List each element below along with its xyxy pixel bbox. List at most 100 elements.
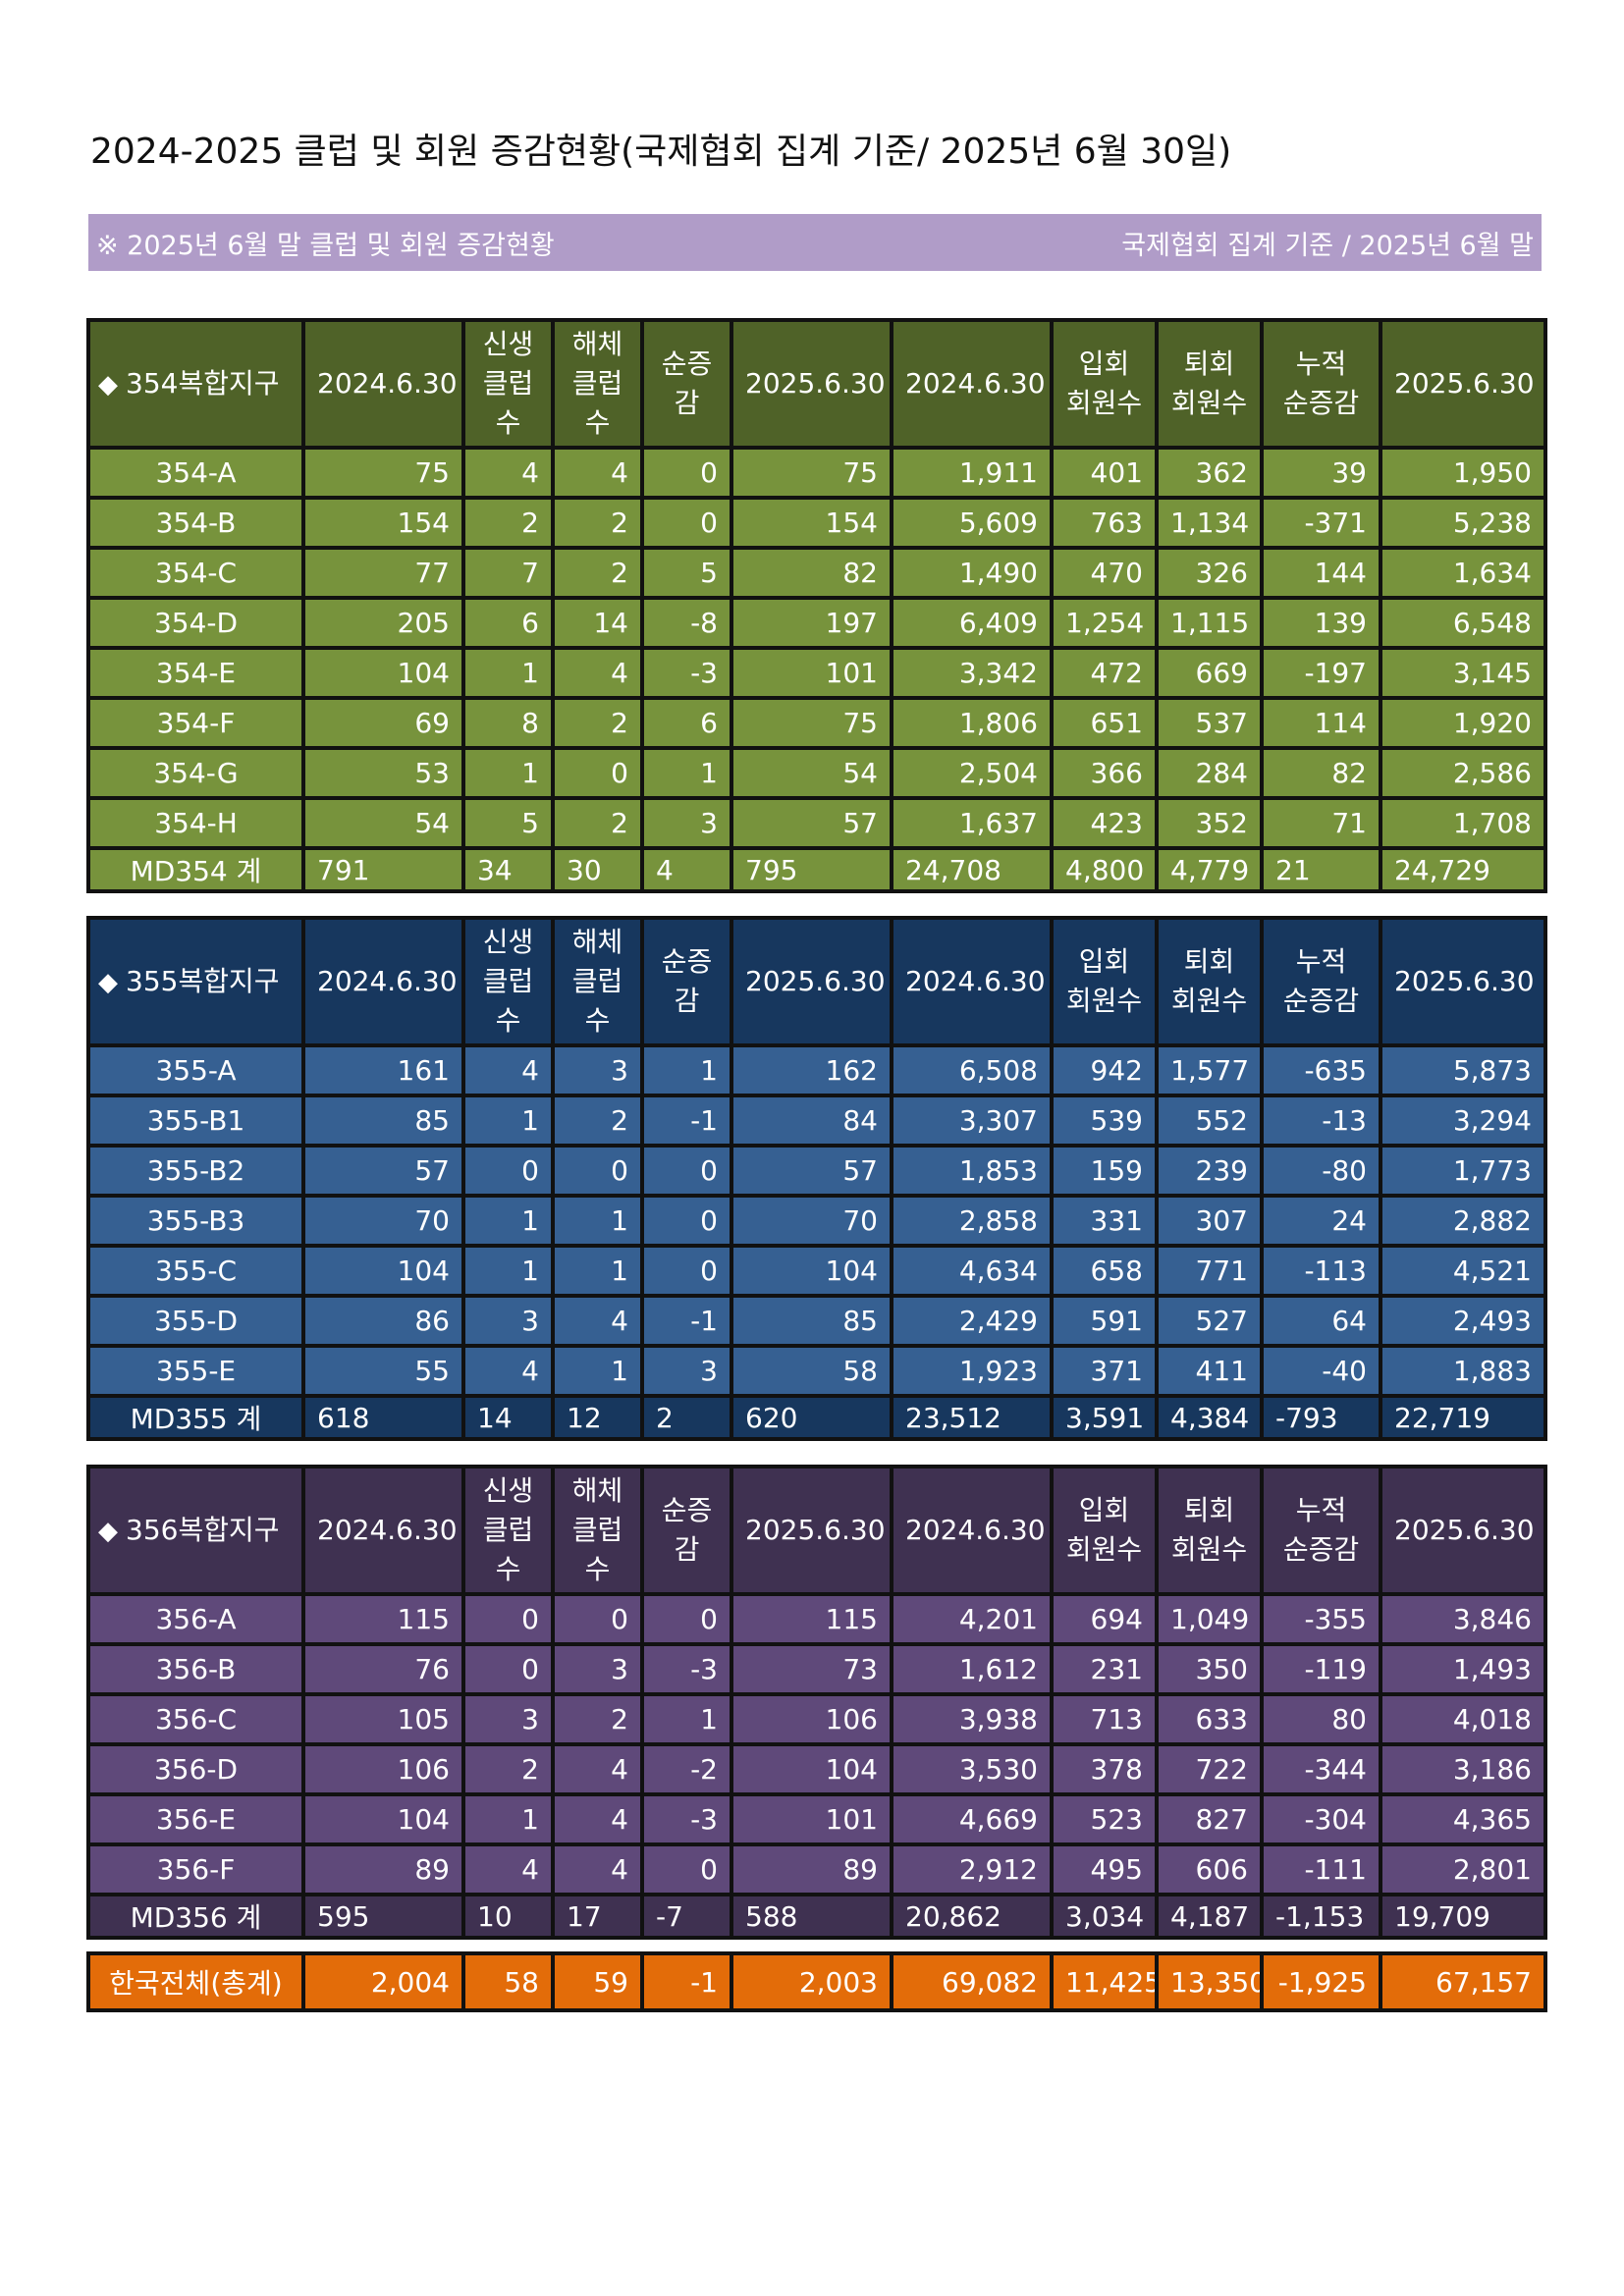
cell-club-net-change: 0: [640, 1194, 733, 1248]
cell-joined-members: 539: [1050, 1094, 1159, 1148]
cell-joined-members: 401: [1050, 446, 1159, 500]
header-members-2025: 2025.6.30: [1379, 916, 1547, 1047]
cell-club-net-change: 6: [640, 696, 733, 750]
cell-joined-members: 423: [1050, 796, 1159, 850]
cell-cumulative-net: -344: [1260, 1742, 1382, 1796]
cell-left-members: 771: [1155, 1244, 1264, 1298]
table-row: 355-C 104 1 1 0 104 4,634 658 771 -113 4,521: [86, 1244, 1547, 1298]
header-clubs-2024: 2024.6.30: [301, 916, 465, 1047]
header-clubs-2024: 2024.6.30: [301, 1465, 465, 1596]
cell-dissolved-clubs: 4: [551, 1294, 644, 1348]
cell-club-net-change: -3: [640, 1792, 733, 1846]
cell-members-2024: 2,912: [890, 1842, 1054, 1896]
cell-clubs-2024: 85: [301, 1094, 465, 1148]
cell-members-2025: 2,493: [1379, 1294, 1547, 1348]
cell-left-members: 1,134: [1155, 496, 1264, 550]
table-row: 354-E 104 1 4 -3 101 3,342 472 669 -197 3,145: [86, 646, 1547, 700]
cell-joined-members: 231: [1050, 1642, 1159, 1696]
cell-new-clubs: 3: [461, 1692, 555, 1746]
table-row: 354-G 53 1 0 1 54 2,504 366 284 82 2,586: [86, 746, 1547, 800]
cell-dissolved-clubs: 2: [551, 1692, 644, 1746]
cell-clubs-2024: 55: [301, 1344, 465, 1398]
cell-joined-members: 694: [1050, 1592, 1159, 1646]
cell-clubs-2024: 161: [301, 1043, 465, 1097]
table-row: 356-C 105 3 2 1 106 3,938 713 633 80 4,018: [86, 1692, 1547, 1746]
cell-clubs-2024: 76: [301, 1642, 465, 1696]
cell-club-net-change: 1: [640, 1692, 733, 1746]
cell-club-net-change: 0: [640, 446, 733, 500]
header-club-net-change: 순증 감: [640, 1465, 733, 1596]
cell-club-net-change: -2: [640, 1742, 733, 1796]
cell-district: MD355 계: [86, 1394, 305, 1441]
cell-clubs-2024: 104: [301, 1792, 465, 1846]
cell-cumulative-net: 21: [1260, 846, 1382, 893]
cell-cumulative-net: -119: [1260, 1642, 1382, 1696]
cell-clubs-2024: 105: [301, 1692, 465, 1746]
header-joined-members: 입회 회원수: [1050, 318, 1159, 450]
cell-new-clubs: 14: [461, 1394, 555, 1441]
cell-joined-members: 942: [1050, 1043, 1159, 1097]
cell-district: 356-F: [86, 1842, 305, 1896]
header-joined-members: 입회 회원수: [1050, 916, 1159, 1047]
cell-dissolved-clubs: 2: [551, 546, 644, 600]
cell-members-2025: 2,882: [1379, 1194, 1547, 1248]
cell-members-2025: 3,294: [1379, 1094, 1547, 1148]
cell-club-net-change: 1: [640, 746, 733, 800]
cell-members-2024: 2,429: [890, 1294, 1054, 1348]
cell-clubs-2025: 57: [730, 796, 893, 850]
table-row: 355-B3 70 1 1 0 70 2,858 331 307 24 2,882: [86, 1194, 1547, 1248]
cell-new-clubs: 1: [461, 646, 555, 700]
cell-clubs-2024: 89: [301, 1842, 465, 1896]
cell-new-clubs: 6: [461, 596, 555, 650]
cell-left-members: 326: [1155, 546, 1264, 600]
cell-dissolved-clubs: 4: [551, 446, 644, 500]
cell-clubs-2024: 53: [301, 746, 465, 800]
cell-cumulative-net: -113: [1260, 1244, 1382, 1298]
cell-clubs-2025: 101: [730, 646, 893, 700]
cell-clubs-2024: 104: [301, 646, 465, 700]
table-header-row: ◆ 355복합지구 2024.6.30 신생 클럽 수 해체 클럽 수 순증 감 2025.6.30 2…: [86, 916, 1547, 1047]
cell-clubs-2025: 106: [730, 1692, 893, 1746]
cell-left-members: 307: [1155, 1194, 1264, 1248]
cell-dissolved-clubs: 0: [551, 1144, 644, 1198]
district-table-354: ◆ 354복합지구 2024.6.30 신생 클럽 수 해체 클럽 수 순증 감 2025.6.30 2…: [86, 318, 1547, 893]
cell-new-clubs: 10: [461, 1893, 555, 1940]
header-dissolved-clubs: 해체 클럽 수: [551, 318, 644, 450]
cell-members-2024: 3,342: [890, 646, 1054, 700]
cell-club-net-change: 0: [640, 1842, 733, 1896]
cell-cumulative-net: -1,925: [1260, 1951, 1382, 2012]
cell-cumulative-net: -80: [1260, 1144, 1382, 1198]
cell-cumulative-net: 64: [1260, 1294, 1382, 1348]
cell-dissolved-clubs: 3: [551, 1642, 644, 1696]
diamond-icon: ◆: [98, 369, 118, 400]
cell-clubs-2025: 75: [730, 696, 893, 750]
cell-clubs-2024: 57: [301, 1144, 465, 1198]
cell-club-net-change: -1: [640, 1094, 733, 1148]
cell-left-members: 722: [1155, 1742, 1264, 1796]
cell-new-clubs: 8: [461, 696, 555, 750]
cell-clubs-2025: 101: [730, 1792, 893, 1846]
cell-dissolved-clubs: 4: [551, 1742, 644, 1796]
cell-members-2025: 2,801: [1379, 1842, 1547, 1896]
cell-dissolved-clubs: 0: [551, 746, 644, 800]
cell-members-2024: 3,530: [890, 1742, 1054, 1796]
district-header-name: ◆ 356복합지구: [86, 1465, 305, 1596]
cell-left-members: 1,577: [1155, 1043, 1264, 1097]
cell-new-clubs: 58: [461, 1951, 555, 2012]
cell-members-2025: 1,920: [1379, 696, 1547, 750]
cell-dissolved-clubs: 0: [551, 1592, 644, 1646]
cell-clubs-2025: 89: [730, 1842, 893, 1896]
subheader-bar: ※ 2025년 6월 말 클럽 및 회원 증감현황 국제협회 집계 기준 / 2…: [88, 214, 1542, 271]
cell-clubs-2025: 588: [730, 1893, 893, 1940]
cell-clubs-2024: 69: [301, 696, 465, 750]
cell-club-net-change: 1: [640, 1043, 733, 1097]
cell-members-2025: 3,145: [1379, 646, 1547, 700]
subheader-right: 국제협회 집계 기준 / 2025년 6월 말: [1121, 230, 1534, 261]
cell-district: 356-E: [86, 1792, 305, 1846]
cell-dissolved-clubs: 4: [551, 646, 644, 700]
cell-members-2025: 1,493: [1379, 1642, 1547, 1696]
cell-district: 354-D: [86, 596, 305, 650]
cell-district: 354-H: [86, 796, 305, 850]
cell-joined-members: 3,591: [1050, 1394, 1159, 1441]
cell-clubs-2025: 75: [730, 446, 893, 500]
